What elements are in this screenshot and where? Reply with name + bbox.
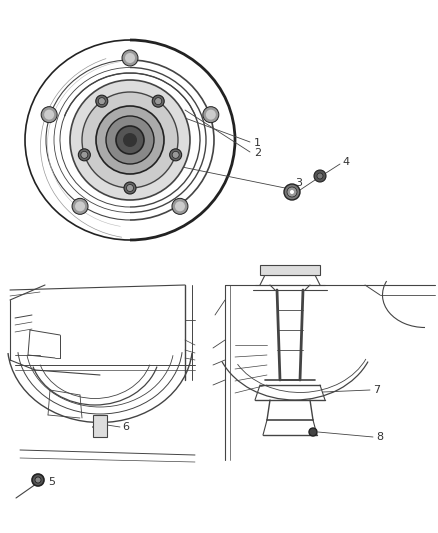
Circle shape xyxy=(317,173,323,179)
Text: 8: 8 xyxy=(376,432,383,442)
Bar xyxy=(260,265,320,275)
Circle shape xyxy=(78,149,90,161)
Circle shape xyxy=(122,50,138,66)
Text: 4: 4 xyxy=(342,157,349,167)
Circle shape xyxy=(290,190,294,194)
Circle shape xyxy=(206,110,216,120)
Text: 7: 7 xyxy=(373,385,380,395)
FancyBboxPatch shape xyxy=(93,415,107,437)
Circle shape xyxy=(106,116,154,164)
Circle shape xyxy=(75,201,85,212)
Circle shape xyxy=(124,182,136,194)
Text: 6: 6 xyxy=(122,422,129,432)
Circle shape xyxy=(172,198,188,214)
Circle shape xyxy=(44,110,54,120)
Circle shape xyxy=(35,477,41,483)
Circle shape xyxy=(81,151,88,158)
Circle shape xyxy=(116,126,144,154)
Circle shape xyxy=(314,170,326,182)
Text: 5: 5 xyxy=(48,477,55,487)
Circle shape xyxy=(96,106,164,174)
Circle shape xyxy=(170,149,182,161)
Circle shape xyxy=(287,187,297,197)
Circle shape xyxy=(98,98,105,104)
Circle shape xyxy=(72,198,88,214)
Text: 3: 3 xyxy=(295,178,302,188)
Circle shape xyxy=(41,107,57,123)
Circle shape xyxy=(70,80,190,200)
Circle shape xyxy=(175,201,185,212)
Circle shape xyxy=(127,184,134,191)
Text: 2: 2 xyxy=(254,148,261,158)
Circle shape xyxy=(123,133,137,147)
Circle shape xyxy=(96,95,108,107)
Circle shape xyxy=(203,107,219,123)
Circle shape xyxy=(125,53,135,63)
Circle shape xyxy=(82,92,178,188)
Circle shape xyxy=(309,428,317,436)
Circle shape xyxy=(172,151,179,158)
Circle shape xyxy=(152,95,164,107)
Circle shape xyxy=(32,474,44,486)
Text: 1: 1 xyxy=(254,138,261,148)
Circle shape xyxy=(284,184,300,200)
Circle shape xyxy=(155,98,162,104)
